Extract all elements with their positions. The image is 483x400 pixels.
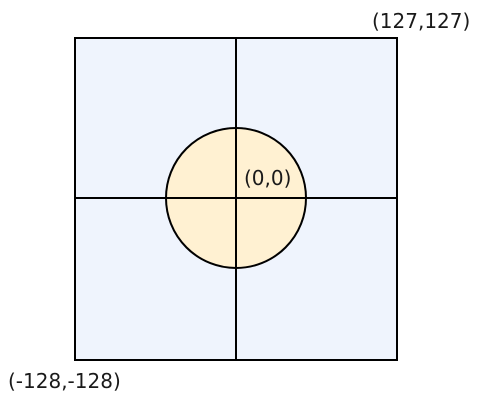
bottom-left-corner-label: (-128,-128) (8, 369, 121, 393)
top-right-corner-label: (127,127) (372, 9, 470, 33)
origin-label: (0,0) (244, 166, 291, 190)
